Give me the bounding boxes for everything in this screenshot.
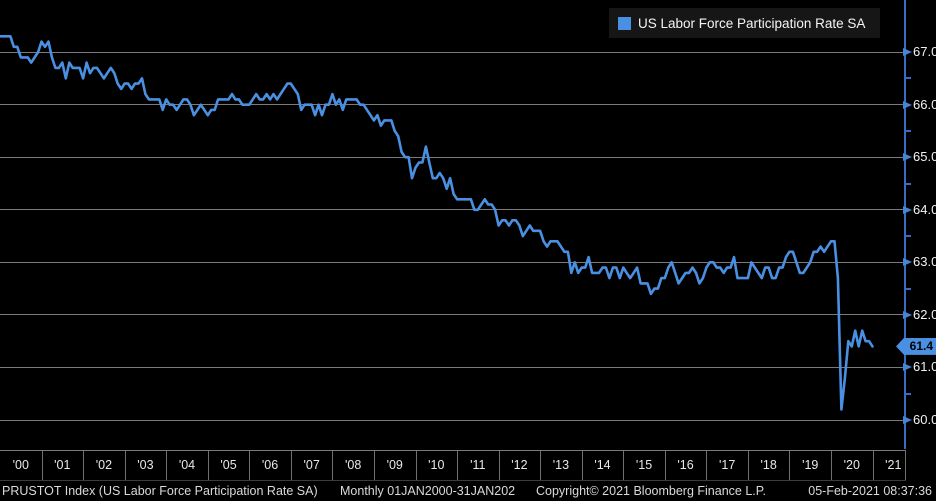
x-tick-divider — [540, 451, 542, 480]
y-axis-line — [904, 0, 906, 449]
y-minor-tick — [905, 129, 911, 132]
x-tick-label: '01 — [54, 458, 71, 472]
x-tick-label: '17 — [718, 458, 736, 472]
x-tick-divider — [831, 451, 832, 480]
gridline — [0, 156, 905, 158]
y-tick-label: 62.0 — [913, 306, 936, 322]
x-tick-divider — [166, 451, 168, 480]
y-tick-label: 63.0 — [913, 254, 936, 270]
y-minor-tick — [905, 182, 911, 185]
x-tick-label: '11 — [470, 458, 486, 472]
x-axis-bottom-line — [0, 480, 906, 481]
x-tick-divider — [41, 451, 43, 480]
x-tick-divider — [332, 451, 334, 480]
status-bar: PRUSTOT Index (US Labor Force Participat… — [0, 483, 936, 501]
y-minor-tick — [905, 235, 911, 238]
x-tick-divider — [290, 451, 292, 480]
x-tick-divider — [623, 451, 625, 480]
x-tick-label: '20 — [843, 458, 860, 472]
x-tick-divider — [664, 451, 666, 480]
periodicity-range: Monthly 01JAN2000-31JAN202 — [340, 484, 516, 498]
y-minor-tick — [905, 392, 911, 395]
x-tick-divider — [581, 451, 583, 480]
x-tick-divider — [905, 451, 906, 480]
x-tick-divider — [83, 451, 85, 480]
y-tick-label: 65.0 — [913, 149, 936, 165]
x-tick-divider — [789, 451, 791, 480]
y-minor-tick — [905, 287, 911, 290]
y-minor-tick — [905, 77, 911, 80]
y-tick-arrow-icon — [903, 416, 912, 425]
x-tick-divider — [872, 451, 874, 480]
last-price-label: 61.4 — [909, 339, 933, 354]
x-tick-label: '21 — [885, 458, 902, 472]
x-tick-label: '03 — [137, 458, 154, 472]
x-tick-label: '07 — [303, 458, 320, 472]
x-tick-label: '06 — [261, 458, 279, 472]
x-tick-label: '00 — [12, 458, 29, 472]
gridline — [0, 261, 905, 263]
y-tick-label: 61.0 — [913, 359, 936, 375]
last-price-badge: 61.4 — [896, 337, 936, 355]
x-tick-label: '19 — [802, 458, 819, 472]
timestamp: 05-Feb-2021 08:37:36 — [808, 484, 932, 498]
legend-label: US Labor Force Participation Rate SA — [638, 15, 866, 31]
gridline — [0, 366, 905, 368]
legend[interactable]: US Labor Force Participation Rate SA — [609, 8, 880, 38]
x-tick-divider — [747, 451, 749, 480]
y-tick-arrow-icon — [903, 205, 912, 214]
x-axis-baseline — [0, 450, 906, 451]
x-tick-label: '05 — [220, 458, 237, 472]
x-tick-label: '18 — [760, 458, 777, 472]
y-tick-arrow-icon — [903, 153, 912, 162]
x-tick-divider — [373, 451, 375, 480]
x-tick-divider — [207, 451, 209, 480]
x-tick-label: '15 — [635, 458, 653, 472]
gridline — [0, 104, 905, 106]
y-tick-label: 60.0 — [913, 412, 936, 428]
y-tick-label: 64.0 — [913, 201, 936, 217]
x-tick-divider — [706, 451, 708, 480]
x-tick-label: '09 — [386, 458, 403, 472]
x-tick-label: '13 — [552, 458, 570, 472]
y-tick-arrow-icon — [903, 100, 912, 109]
plot-area[interactable] — [0, 0, 936, 450]
x-tick-label: '16 — [677, 458, 694, 472]
gridline — [0, 51, 905, 53]
y-tick-arrow-icon — [903, 363, 912, 372]
series-swatch-icon — [618, 16, 631, 30]
x-tick-label: '12 — [511, 458, 528, 472]
price-line — [0, 34, 874, 411]
y-tick-arrow-icon — [903, 48, 912, 57]
x-tick-label: '10 — [428, 458, 445, 472]
x-tick-divider — [498, 451, 500, 480]
gridline — [0, 209, 905, 211]
x-tick-divider — [249, 451, 251, 480]
y-tick-label: 66.0 — [913, 96, 936, 112]
x-tick-divider — [415, 451, 417, 480]
copyright-notice: Copyright© 2021 Bloomberg Finance L.P. — [536, 484, 766, 498]
x-tick-divider — [124, 451, 126, 480]
y-tick-arrow-icon — [903, 310, 912, 319]
gridline — [0, 314, 905, 316]
y-tick-label: 67.0 — [913, 44, 936, 60]
security-description: PRUSTOT Index (US Labor Force Participat… — [2, 484, 318, 498]
x-tick-label: '14 — [594, 458, 611, 472]
x-tick-label: '08 — [345, 458, 362, 472]
x-tick-divider — [457, 451, 459, 480]
gridline — [0, 419, 905, 421]
x-tick-label: '04 — [178, 458, 196, 472]
y-tick-arrow-icon — [903, 258, 912, 267]
x-tick-label: '02 — [95, 458, 113, 472]
